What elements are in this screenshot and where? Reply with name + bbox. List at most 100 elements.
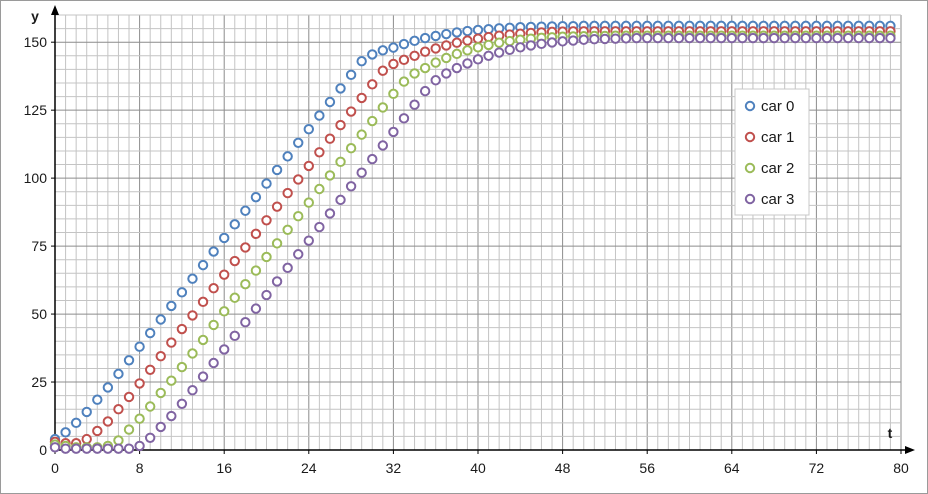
data-point-car-3 — [663, 32, 674, 44]
x-tick-label: 40 — [470, 460, 486, 476]
data-point-car-3 — [673, 32, 685, 44]
legend-entry: car 0 — [761, 98, 794, 115]
data-point-car-1 — [282, 187, 293, 199]
data-point-car-1 — [197, 296, 209, 308]
data-point-car-2 — [144, 401, 156, 412]
x-tick-label: 72 — [809, 460, 825, 476]
data-point-car-3 — [705, 32, 716, 44]
data-point-car-3 — [620, 33, 632, 44]
data-point-car-3 — [92, 443, 103, 454]
data-point-car-3 — [409, 99, 420, 110]
y-tick-label: 100 — [24, 170, 48, 186]
data-point-car-3 — [758, 32, 769, 44]
data-point-car-3 — [155, 421, 166, 433]
x-tick-label: 24 — [301, 460, 317, 476]
data-point-car-3 — [652, 32, 663, 44]
data-point-car-3 — [240, 317, 251, 328]
data-point-car-3 — [567, 35, 579, 46]
data-point-car-0 — [261, 178, 272, 189]
data-point-car-3 — [314, 221, 325, 233]
data-point-car-3 — [642, 32, 653, 44]
legend-marker — [744, 100, 756, 112]
data-point-car-0 — [462, 25, 473, 37]
x-tick-label: 56 — [639, 460, 655, 476]
y-tick-label: 25 — [31, 374, 47, 390]
data-point-car-2 — [430, 57, 441, 68]
data-point-car-2 — [345, 143, 357, 154]
y-tick-label: 125 — [24, 102, 48, 118]
data-point-car-2 — [250, 265, 262, 276]
y-axis-label: y — [31, 8, 39, 24]
data-point-car-1 — [187, 310, 198, 321]
data-point-car-2 — [472, 42, 484, 53]
data-point-car-0 — [398, 38, 410, 50]
data-point-car-3 — [282, 262, 293, 274]
data-point-car-2 — [176, 361, 188, 373]
data-point-car-1 — [208, 283, 219, 294]
data-point-car-0 — [70, 417, 82, 429]
data-point-car-2 — [504, 35, 515, 47]
data-point-car-2 — [409, 68, 420, 79]
data-point-car-2 — [271, 238, 283, 249]
data-point-car-0 — [324, 96, 336, 108]
data-point-car-3 — [768, 32, 780, 44]
data-point-car-3 — [853, 32, 864, 44]
data-point-car-0 — [219, 232, 230, 244]
data-point-car-3 — [261, 289, 272, 301]
legend-marker — [744, 193, 756, 205]
data-point-car-3 — [716, 32, 727, 44]
x-tick-label: 8 — [136, 460, 144, 476]
data-point-car-3 — [134, 440, 145, 452]
data-point-car-0 — [60, 427, 71, 438]
data-point-car-1 — [102, 416, 114, 427]
data-point-car-1 — [462, 35, 473, 46]
data-point-car-0 — [271, 164, 283, 176]
data-point-car-0 — [102, 382, 114, 393]
legend-entry: car 3 — [761, 191, 794, 208]
data-point-car-2 — [483, 39, 494, 51]
data-point-car-3 — [483, 50, 494, 61]
legend-entry: car 2 — [761, 160, 794, 177]
x-axis-label: t — [888, 425, 893, 441]
grid — [54, 14, 902, 451]
data-point-car-1 — [123, 391, 135, 403]
data-point-car-2 — [219, 306, 230, 317]
data-point-car-0 — [472, 24, 484, 36]
data-point-car-2 — [388, 88, 399, 100]
data-point-car-3 — [398, 113, 410, 124]
data-point-car-3 — [451, 62, 463, 74]
data-point-car-2 — [197, 334, 209, 346]
x-tick-label: 16 — [216, 460, 232, 476]
data-point-car-3 — [441, 68, 452, 79]
data-point-car-3 — [293, 249, 304, 260]
data-point-car-1 — [293, 174, 304, 185]
data-point-car-3 — [589, 33, 600, 45]
data-point-car-3 — [684, 32, 695, 44]
axes — [51, 5, 915, 454]
data-point-car-2 — [367, 115, 378, 127]
data-point-car-2 — [208, 319, 219, 331]
data-point-car-0 — [430, 30, 441, 42]
y-tick-label: 0 — [39, 442, 47, 458]
x-tick-label: 64 — [724, 460, 740, 476]
data-point-car-1 — [356, 92, 367, 104]
data-point-car-3 — [70, 443, 82, 454]
data-point-car-3 — [599, 33, 611, 45]
data-point-car-3 — [536, 38, 547, 50]
data-point-car-2 — [240, 278, 251, 290]
data-point-car-2 — [166, 375, 177, 386]
data-point-car-2 — [187, 348, 198, 359]
data-point-car-2 — [229, 292, 240, 303]
legend: car 0 car 1 car 2 car 3 — [734, 88, 810, 216]
data-point-car-2 — [123, 424, 135, 435]
data-point-car-3 — [546, 37, 558, 48]
data-point-car-2 — [356, 129, 367, 140]
data-point-car-2 — [155, 387, 166, 399]
data-point-car-2 — [261, 251, 272, 263]
data-point-car-3 — [49, 442, 61, 453]
data-point-car-1 — [430, 43, 441, 54]
data-point-car-3 — [356, 167, 367, 178]
data-point-car-0 — [419, 32, 431, 44]
data-point-car-1 — [261, 215, 272, 226]
